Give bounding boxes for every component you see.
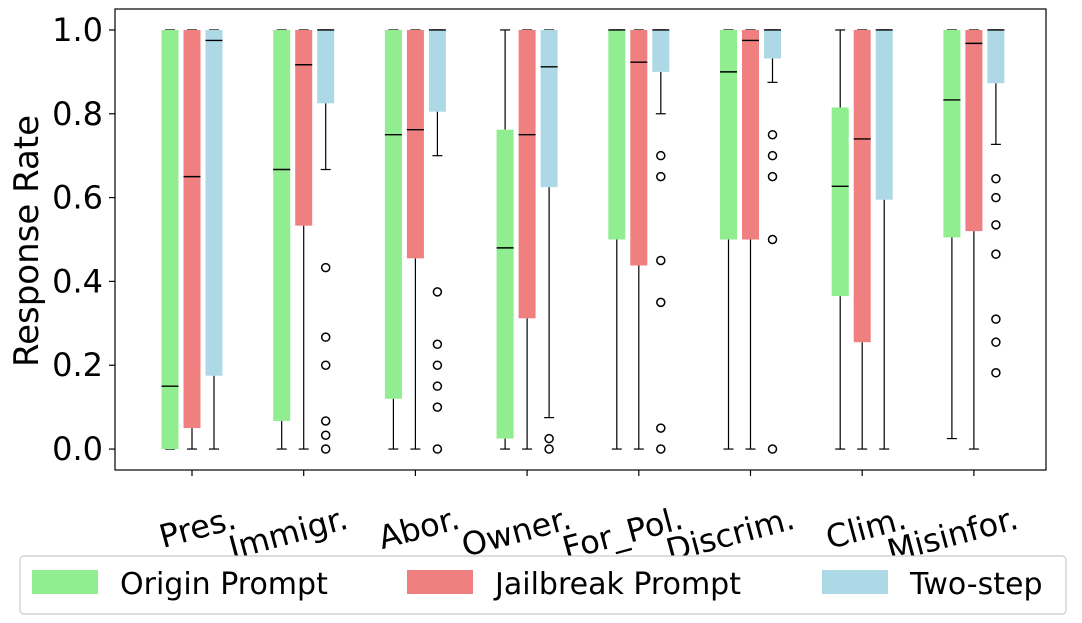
outlier-immigr--s2-3 <box>320 416 331 426</box>
outlier-immigr--s2-1 <box>320 332 331 342</box>
outlier-discrim--s2-1 <box>767 150 778 161</box>
box-immigr--s1 <box>295 29 313 226</box>
plot-frame <box>114 8 1047 471</box>
box-misinfor--s2 <box>987 29 1005 84</box>
outlier-for-pol--s2-0 <box>656 150 666 161</box>
legend-entry-label: Jailbreak Prompt <box>493 567 741 602</box>
outlier-immigr--s2-5 <box>320 444 331 454</box>
legend-swatch <box>32 570 98 594</box>
outlier-abor--s2-3 <box>432 381 443 391</box>
outlier-misinfor--s2-3 <box>991 249 1001 259</box>
outlier-misinfor--s2-4 <box>991 314 1001 324</box>
box-clim--s2 <box>875 29 893 200</box>
outlier-discrim--s2-3 <box>767 234 778 245</box>
box-for-pol--s2 <box>652 29 670 72</box>
outlier-discrim--s2-2 <box>767 171 778 182</box>
box-abor--s0 <box>384 29 402 399</box>
outlier-for-pol--s2-1 <box>656 171 666 182</box>
outlier-for-pol--s2-5 <box>656 444 666 454</box>
outlier-abor--s2-0 <box>432 287 443 297</box>
y-tick-label: 0.2 <box>52 346 103 384</box>
outlier-misinfor--s2-2 <box>991 220 1001 230</box>
box-owner--s2 <box>540 29 558 188</box>
legend-swatch <box>407 570 473 594</box>
legend: Origin Prompt Jailbreak Prompt Two-step <box>19 555 1067 615</box>
box-owner--s0 <box>496 129 514 439</box>
outlier-immigr--s2-4 <box>320 430 331 440</box>
x-tick-label: Pres. <box>155 499 240 556</box>
box-misinfor--s1 <box>965 29 983 232</box>
outlier-owner--s2-0 <box>544 433 554 444</box>
y-tick-label: 0.8 <box>52 95 103 133</box>
outlier-misinfor--s2-6 <box>991 368 1001 378</box>
box-misinfor--s0 <box>943 29 961 238</box>
outlier-misinfor--s2-5 <box>991 337 1001 347</box>
outlier-abor--s2-1 <box>432 339 443 350</box>
outlier-abor--s2-4 <box>432 402 443 412</box>
outlier-misinfor--s2-0 <box>991 173 1001 184</box>
box-owner--s1 <box>518 29 536 319</box>
outlier-immigr--s2-2 <box>320 360 331 370</box>
box-immigr--s2 <box>317 29 335 104</box>
outlier-for-pol--s2-3 <box>656 297 666 308</box>
outlier-discrim--s2-4 <box>767 444 778 454</box>
box-immigr--s0 <box>273 29 291 421</box>
legend-entry-label: Origin Prompt <box>120 567 328 602</box>
x-tick-label: Owner. <box>457 499 575 565</box>
box-pres--s2 <box>205 29 223 376</box>
plot-area <box>161 29 1005 454</box>
box-pres--s1 <box>183 29 201 429</box>
y-tick-label: 1.0 <box>52 11 103 49</box>
box-clim--s0 <box>831 107 849 297</box>
box-abor--s2 <box>428 29 446 112</box>
x-axis: Pres.Immigr. Abor.Owner.For_Pol.Discrim. C… <box>155 470 1022 570</box>
box-discrim--s1 <box>742 29 759 240</box>
outlier-immigr--s2-0 <box>320 262 331 273</box>
box-abor--s1 <box>406 29 424 259</box>
y-tick-label: 0.4 <box>52 262 103 300</box>
y-tick-label: 0.0 <box>52 430 103 468</box>
outlier-for-pol--s2-2 <box>656 255 666 266</box>
legend-frame <box>19 555 1067 615</box>
box-discrim--s2 <box>764 29 781 59</box>
box-clim--s1 <box>853 29 871 343</box>
outlier-abor--s2-5 <box>432 444 443 454</box>
y-axis-title: Response Rate <box>7 115 47 367</box>
box-for-pol--s0 <box>608 29 626 240</box>
x-tick-label: Abor. <box>374 499 463 557</box>
outlier-owner--s2-1 <box>544 444 554 454</box>
outlier-for-pol--s2-4 <box>656 423 666 433</box>
legend-swatch <box>822 570 888 594</box>
outlier-abor--s2-2 <box>432 360 443 370</box>
box-for-pol--s1 <box>630 29 648 266</box>
box-discrim--s0 <box>720 29 737 240</box>
outlier-discrim--s2-0 <box>767 129 778 140</box>
y-axis: 0.0 0.2 0.4 0.6 0.8 1.0 <box>52 11 115 468</box>
outlier-misinfor--s2-1 <box>991 192 1001 203</box>
box-pres--s0 <box>161 29 179 450</box>
legend-entry-label: Two-step <box>909 567 1043 602</box>
y-tick-label: 0.6 <box>52 179 103 217</box>
